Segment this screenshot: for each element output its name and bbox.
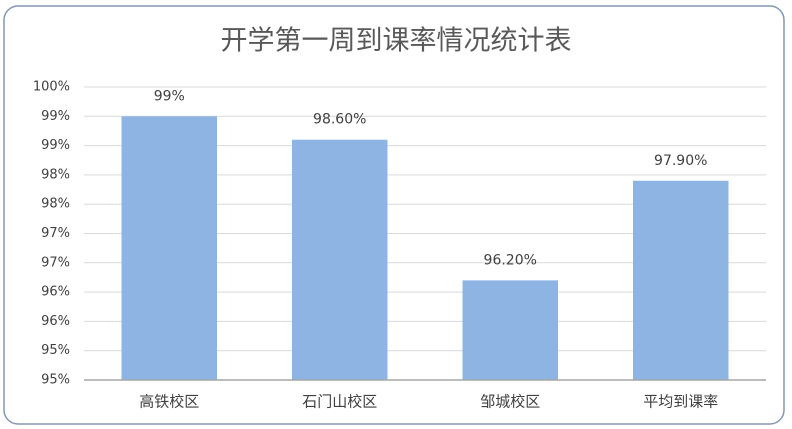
chart-title: 开学第一周到课率情况统计表 (221, 26, 572, 57)
y-tick-label: 98% (41, 167, 70, 182)
y-tick-label: 96% (41, 285, 70, 300)
y-tick-label: 97% (41, 255, 70, 270)
y-tick-label: 97% (41, 226, 70, 241)
x-tick-label: 平均到课率 (643, 393, 718, 411)
y-tick-label: 98% (41, 197, 70, 212)
y-tick-label: 95% (41, 373, 70, 388)
x-tick-label: 高铁校区 (139, 393, 199, 411)
bar (633, 180, 729, 380)
y-tick-label: 100% (33, 80, 70, 95)
bar (121, 116, 217, 381)
y-tick-label: 99% (41, 138, 70, 153)
y-tick-label: 96% (41, 314, 70, 329)
value-label: 97.90% (654, 153, 707, 169)
bar (462, 280, 558, 380)
bar (292, 139, 388, 380)
x-tick-label: 邹城校区 (480, 393, 540, 411)
y-tick-label: 99% (41, 109, 70, 124)
y-tick-label: 95% (41, 343, 70, 358)
value-label: 99% (154, 88, 185, 104)
value-label: 98.60% (313, 112, 366, 128)
value-label: 96.20% (484, 252, 537, 268)
x-tick-label: 石门山校区 (302, 393, 377, 411)
